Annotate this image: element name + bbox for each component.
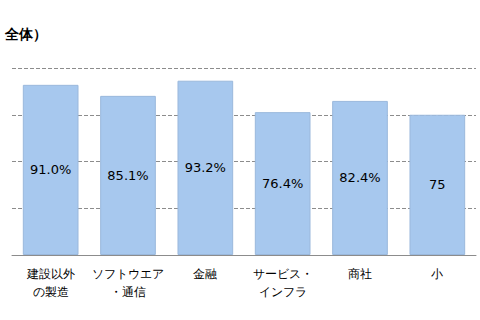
- svg-text:全体）: 全体）: [4, 26, 47, 42]
- svg-text:82.4%: 82.4%: [339, 170, 380, 185]
- svg-text:ソフトウエア: ソフトウエア: [92, 267, 164, 281]
- svg-text:の製造: の製造: [33, 285, 69, 299]
- svg-text:サービス・: サービス・: [253, 267, 313, 281]
- svg-text:76.4%: 76.4%: [262, 176, 303, 191]
- svg-text:93.2%: 93.2%: [185, 160, 226, 175]
- svg-text:91.0%: 91.0%: [30, 162, 71, 177]
- svg-text:商社: 商社: [348, 267, 372, 281]
- svg-text:建設以外: 建設以外: [26, 267, 75, 281]
- svg-text:金融: 金融: [193, 267, 217, 281]
- svg-text:小: 小: [431, 267, 443, 281]
- svg-text:・通信: ・通信: [110, 285, 146, 299]
- svg-text:75: 75: [429, 177, 446, 192]
- svg-text:インフラ: インフラ: [259, 285, 307, 299]
- svg-text:85.1%: 85.1%: [107, 168, 148, 183]
